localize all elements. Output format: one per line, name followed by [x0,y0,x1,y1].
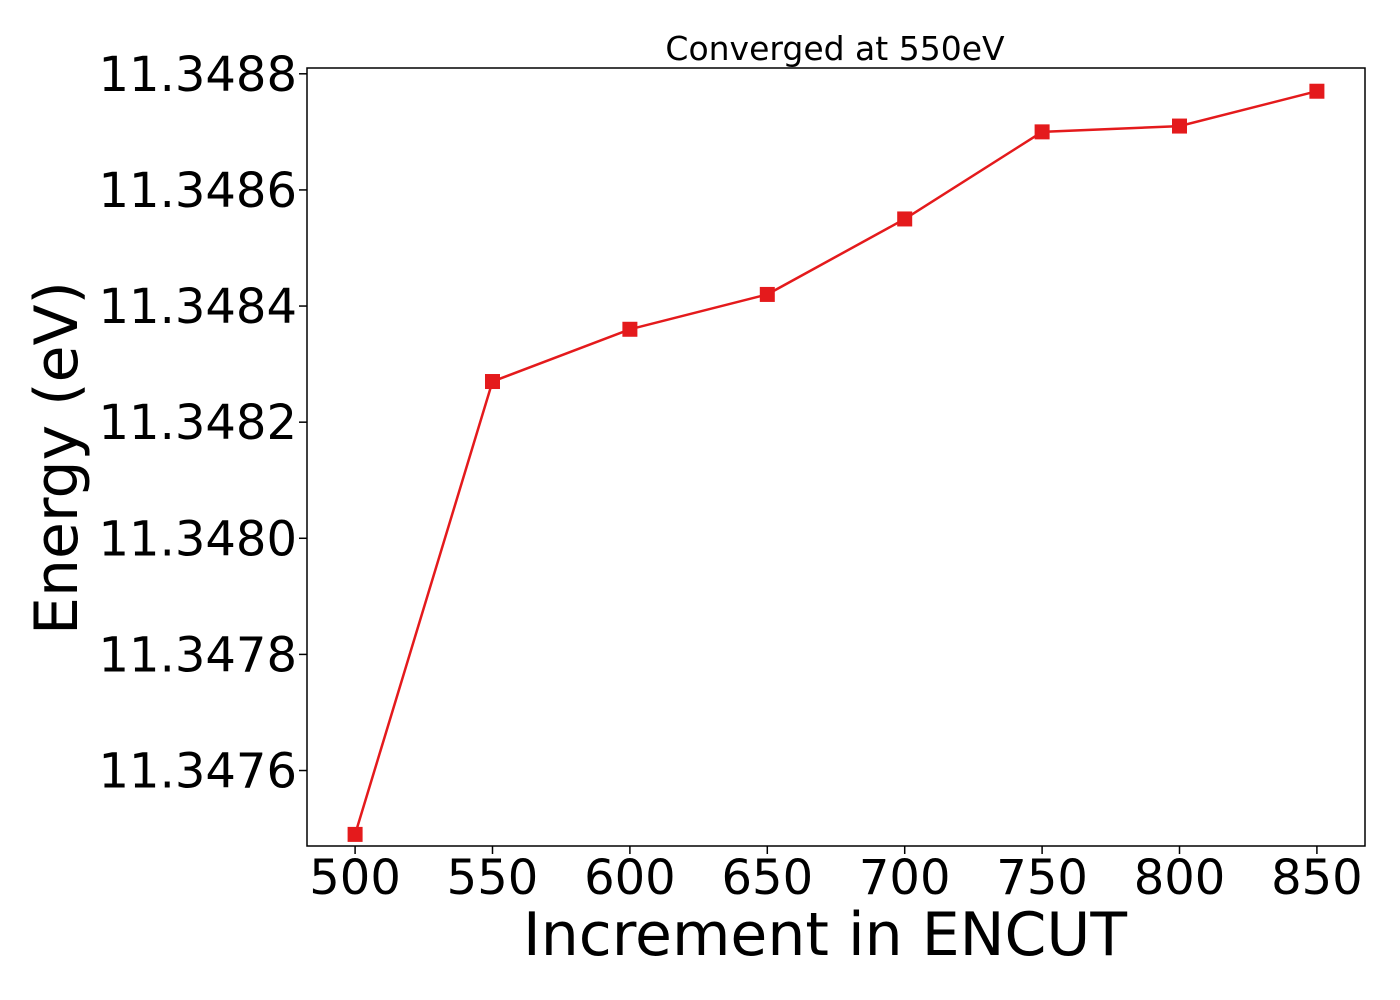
y-axis: 11.3476 11.3478 11.3480 11.3482 11.3484 11.34… [99,47,307,800]
x-tick-label: 550 [447,850,539,906]
x-tick-label: 750 [996,850,1088,906]
y-tick-label: 11.3480 [99,511,298,567]
series-line [353,89,1318,835]
series-markers [347,83,1325,842]
data-point-marker [622,321,638,337]
data-point-marker [347,826,363,842]
data-point-marker [1309,83,1325,99]
y-tick-label: 11.3476 [99,744,298,800]
y-tick-label: 11.3488 [99,47,298,103]
x-tick-label: 800 [1134,850,1226,906]
y-tick-label: 11.3486 [99,163,298,219]
chart-title: Converged at 550eV [665,29,1005,68]
x-tick-label: 650 [721,850,813,906]
y-tick-label: 11.3478 [99,627,298,683]
data-point-marker [1034,124,1050,140]
y-axis-title: Energy (eV) [22,281,92,635]
y-tick-label: 11.3484 [99,279,298,335]
data-point-marker [897,211,913,227]
x-tick-label: 500 [309,850,401,906]
x-axis-title: Increment in ENCUT [523,900,1127,970]
x-tick-label: 850 [1271,850,1363,906]
x-axis: 500 550 600 650 700 750 800 850 [309,846,1363,906]
y-tick-label: 11.3482 [99,395,298,451]
data-point-marker [484,374,500,390]
x-tick-label: 700 [859,850,951,906]
data-point-marker [759,286,775,302]
plot-area [306,67,1366,847]
x-tick-label: 600 [584,850,676,906]
data-point-marker [1172,118,1188,134]
